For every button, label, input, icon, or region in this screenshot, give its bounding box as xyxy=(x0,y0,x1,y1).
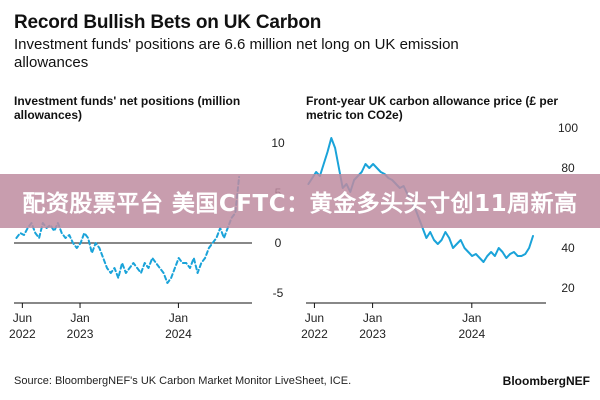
x-tick-label-year: 2023 xyxy=(359,327,386,341)
x-tick-label-year: 2022 xyxy=(9,327,36,341)
brand-logo-text: BloombergNEF xyxy=(502,374,590,388)
x-tick-label-month: Jan xyxy=(169,311,188,325)
y-tick-label: -5 xyxy=(273,286,284,300)
series-line-0 xyxy=(15,176,241,284)
x-tick-label-year: 2024 xyxy=(165,327,192,341)
x-tick-label-month: Jan xyxy=(462,311,481,325)
x-tick-label-month: Jan xyxy=(363,311,382,325)
x-tick-label-month: Jun xyxy=(305,311,324,325)
price-chart: 10080604020Jun2022Jan2023Jan2024 xyxy=(301,121,578,341)
banner-text: 配资股票平台 美国CFTC：黄金多头头寸创11周新高 xyxy=(22,191,578,217)
y-tick-label: 20 xyxy=(561,281,575,295)
chart-title-positions: Investment funds' net positions (million… xyxy=(14,94,241,122)
y-tick-label: 40 xyxy=(561,241,575,255)
y-tick-label: 100 xyxy=(558,121,578,135)
x-tick-label-year: 2022 xyxy=(301,327,328,341)
x-tick-label-month: Jun xyxy=(13,311,32,325)
x-tick-label-year: 2024 xyxy=(458,327,485,341)
page-title: Record Bullish Bets on UK Carbon xyxy=(14,12,322,33)
y-tick-label: 10 xyxy=(271,136,285,150)
x-tick-label-month: Jan xyxy=(70,311,89,325)
overlay-banner: 配资股票平台 美国CFTC：黄金多头头寸创11周新高 xyxy=(0,174,600,228)
chart-title-price: Front-year UK carbon allowance price (£ … xyxy=(306,94,559,122)
source-note: Source: BloombergNEF's UK Carbon Market … xyxy=(14,375,352,387)
x-tick-label-year: 2023 xyxy=(67,327,94,341)
page-subtitle: Investment funds' positions are 6.6 mill… xyxy=(14,36,459,71)
y-tick-label: 0 xyxy=(275,236,282,250)
y-tick-label: 80 xyxy=(561,161,575,175)
